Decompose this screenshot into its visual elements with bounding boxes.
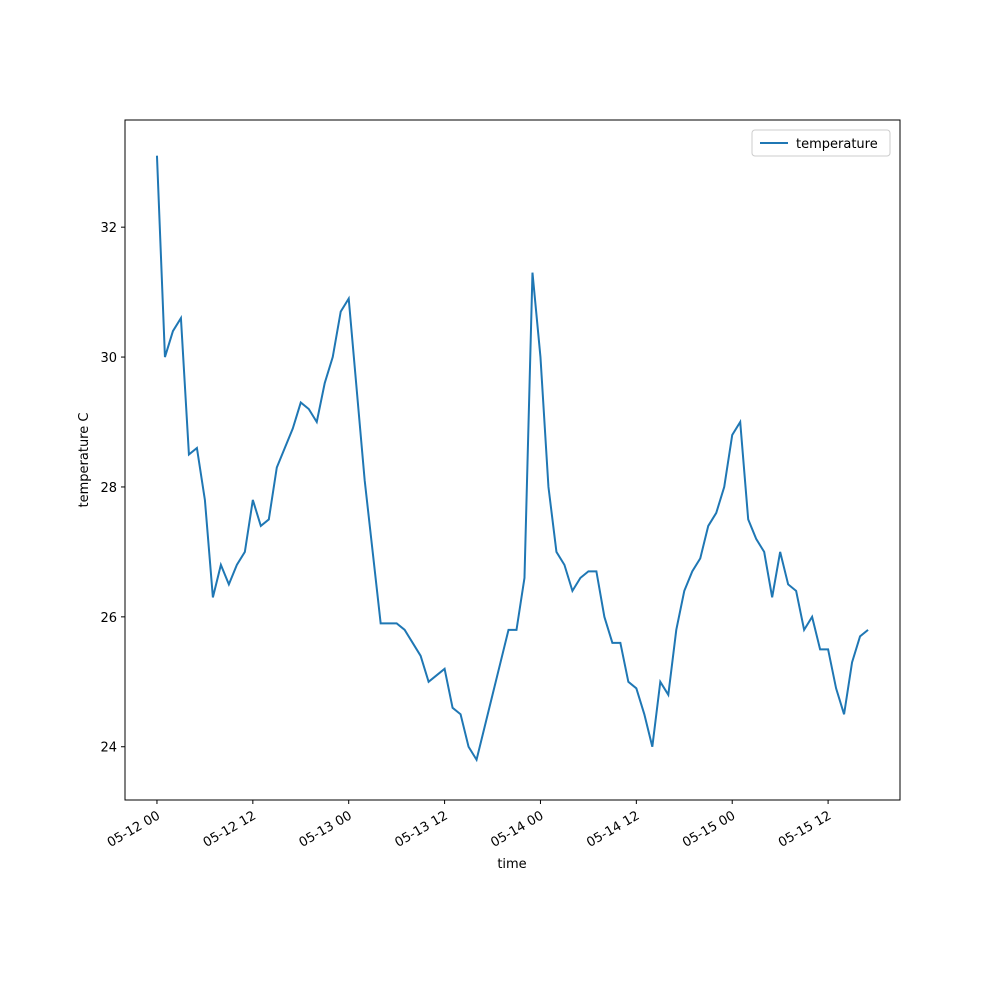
- x-axis-label: time: [497, 857, 526, 872]
- line-series: [155, 155, 869, 763]
- axes-frame: [124, 119, 901, 801]
- x-tick-label: 05-15 00: [680, 808, 738, 850]
- y-axis-label: temperature C: [77, 413, 92, 508]
- x-tick-label: 05-12 00: [105, 808, 163, 850]
- y-tick-label: 28: [100, 481, 117, 496]
- legend-label: temperature: [796, 137, 878, 152]
- y-tick-label: 26: [100, 611, 117, 626]
- x-tick-label: 05-12 12: [201, 808, 259, 850]
- y-tick-label: 24: [100, 741, 117, 756]
- legend-box: [751, 129, 891, 157]
- y-tick-label: 30: [100, 351, 117, 366]
- x-tick-label: 05-14 12: [584, 808, 642, 850]
- y-tick-label: 32: [100, 221, 117, 236]
- x-tick-label: 05-14 00: [488, 808, 546, 850]
- x-tick-label: 05-15 12: [776, 808, 834, 850]
- x-tick-label: 05-13 00: [297, 808, 355, 850]
- x-tick-label: 05-13 12: [392, 808, 450, 850]
